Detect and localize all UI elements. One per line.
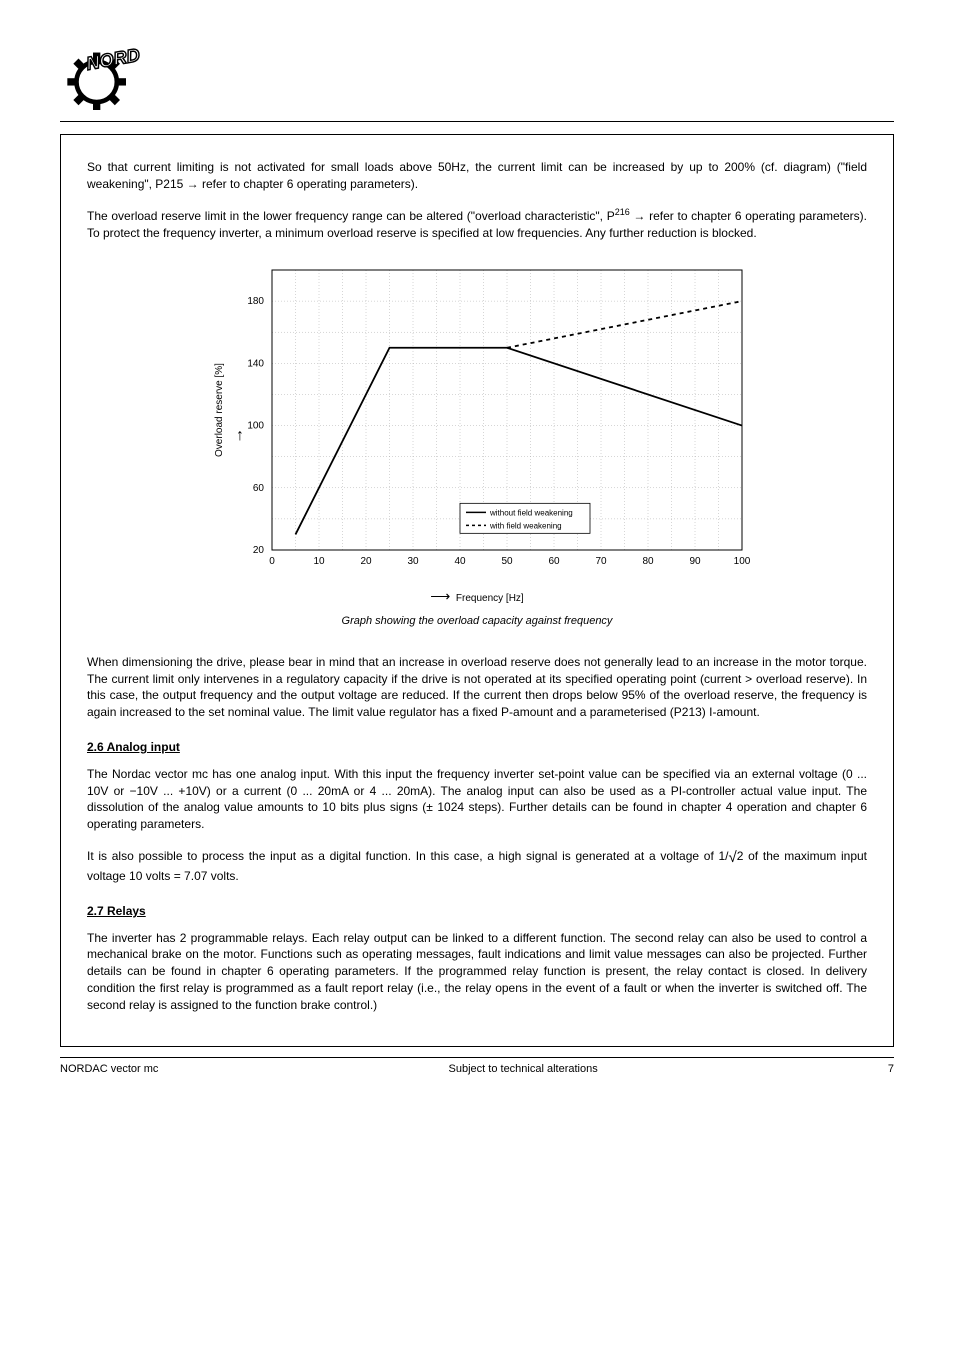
footer-left: NORDAC vector mc xyxy=(60,1062,158,1077)
paragraph: It is also possible to process the input… xyxy=(87,847,867,885)
svg-text:60: 60 xyxy=(548,556,560,567)
paragraph-text: It is also possible to process the input… xyxy=(87,849,729,863)
section-heading-relays: 2.7 Relays xyxy=(87,903,867,920)
svg-text:70: 70 xyxy=(595,556,607,567)
svg-text:60: 60 xyxy=(253,483,265,494)
paragraph-sup: 216 xyxy=(615,207,630,217)
svg-text:80: 80 xyxy=(642,556,654,567)
svg-text:100: 100 xyxy=(734,556,751,567)
svg-text:50: 50 xyxy=(501,556,513,567)
svg-text:90: 90 xyxy=(689,556,701,567)
chart-caption: Graph showing the overload capacity agai… xyxy=(87,614,867,629)
footer-right: 7 xyxy=(888,1062,894,1077)
svg-text:30: 30 xyxy=(407,556,419,567)
svg-text:40: 40 xyxy=(454,556,466,567)
content-frame: So that current limiting is not activate… xyxy=(60,134,894,1047)
paragraph: When dimensioning the drive, please bear… xyxy=(87,654,867,721)
svg-text:20: 20 xyxy=(360,556,372,567)
svg-text:0: 0 xyxy=(269,556,275,567)
svg-text:with field weakening: with field weakening xyxy=(489,521,562,530)
svg-text:NORD: NORD xyxy=(85,44,142,74)
chart-x-label: ⟶ Frequency [Hz] xyxy=(202,587,752,607)
chart-svg: 0 10 20 30 40 50 60 70 80 90 100 20 60 100 140 180 Overl… xyxy=(202,260,752,580)
paragraph: The Nordac vector mc has one analog inpu… xyxy=(87,766,867,833)
svg-text:100: 100 xyxy=(247,421,264,432)
overload-chart: 0 10 20 30 40 50 60 70 80 90 100 20 60 100 140 180 Overl… xyxy=(202,260,752,606)
nord-logo: NORD NORD xyxy=(60,40,170,110)
svg-text:Overload reserve [%]: Overload reserve [%] xyxy=(214,363,225,457)
svg-text:↑: ↑ xyxy=(236,427,244,444)
footer: NORDAC vector mc Subject to technical al… xyxy=(60,1057,894,1077)
paragraph-text: The overload reserve limit in the lower … xyxy=(87,209,615,223)
sqrt-icon: √ xyxy=(729,849,737,866)
paragraph: The overload reserve limit in the lower … xyxy=(87,206,867,242)
section-heading-analog: 2.6 Analog input xyxy=(87,739,867,756)
svg-text:without field weakening: without field weakening xyxy=(489,508,573,517)
paragraph: The inverter has 2 programmable relays. … xyxy=(87,930,867,1014)
svg-text:10: 10 xyxy=(313,556,325,567)
svg-text:20: 20 xyxy=(253,545,265,556)
svg-text:180: 180 xyxy=(247,296,264,307)
footer-center: Subject to technical alterations xyxy=(449,1062,598,1077)
header: NORD NORD xyxy=(60,40,894,122)
svg-text:140: 140 xyxy=(247,358,264,369)
x-axis-text: Frequency [Hz] xyxy=(456,593,524,604)
paragraph: So that current limiting is not activate… xyxy=(87,159,867,193)
